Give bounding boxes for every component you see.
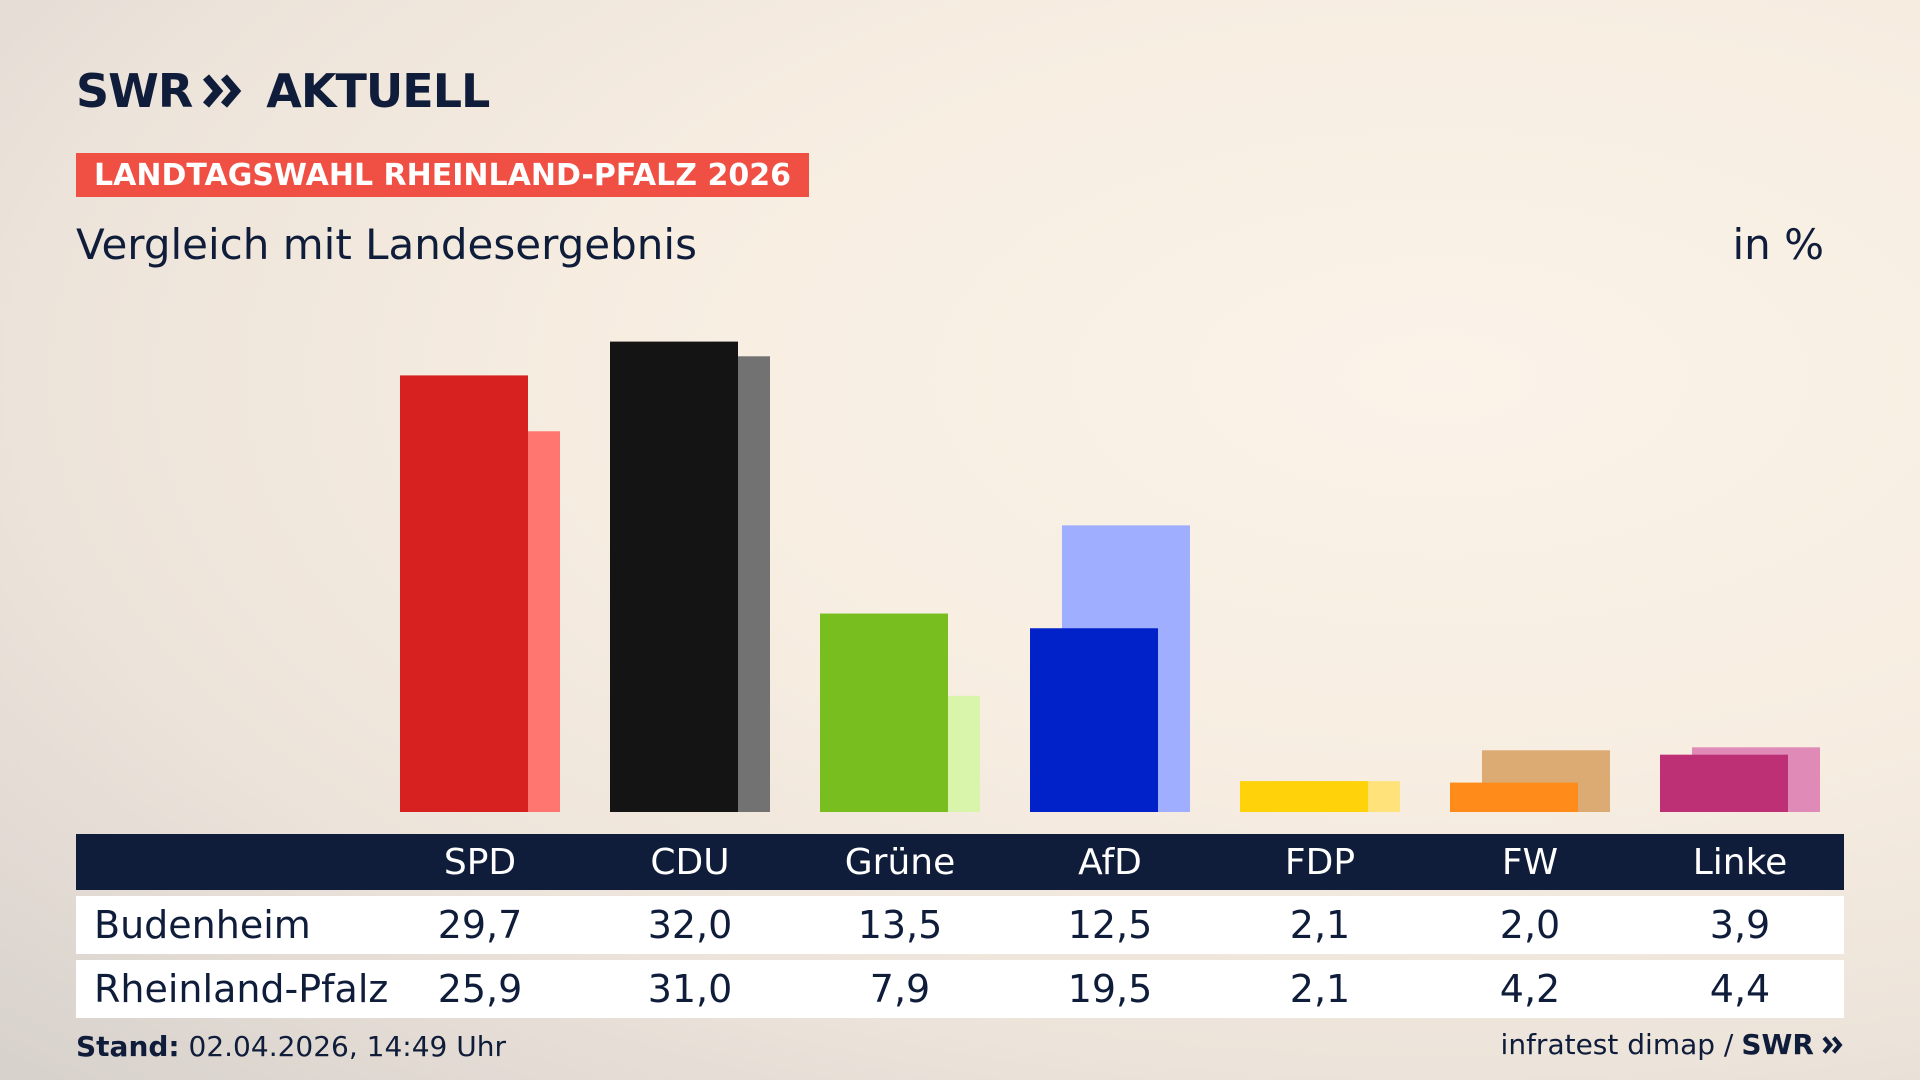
swr-aktuell-logo: SWR AKTUELL [76,64,490,118]
bar-chart [400,341,1820,812]
double-chevron-icon [1822,1035,1843,1054]
column-header-fdp: FDP [1284,841,1356,883]
table-row-rheinland-pfalz: Rheinland-Pfalz 25,9 31,0 7,9 19,5 2,1 4,2 4,4 [76,960,1844,1018]
column-header-linke: Linke [1692,841,1788,883]
table-cell-afd: 12,5 [1067,903,1153,947]
table-cell-grüne: 13,5 [857,903,943,947]
table-cell-spd: 29,7 [437,903,523,947]
source-brand: SWR [1741,1028,1814,1061]
chart-subtitle: Vergleich mit Landesergebnis [76,220,697,269]
column-header-cdu: CDU [650,841,730,883]
table-cell-fw: 2,0 [1499,903,1561,947]
unit-label: in % [1732,220,1824,269]
table-row-budenheim: Budenheim 29,7 32,0 13,5 12,5 2,1 2,0 3,9 [76,896,1844,954]
table-cell-fdp: 2,1 [1289,967,1351,1011]
bar-budenheim-afd [1030,628,1158,812]
column-header-grüne: Grüne [844,841,956,883]
table-cell-afd: 19,5 [1067,967,1153,1011]
table-cell-fw: 4,2 [1499,967,1561,1011]
brand-text: SWR [76,64,193,118]
column-header-spd: SPD [443,841,517,883]
table-cell-fdp: 2,1 [1289,903,1351,947]
column-header-fw: FW [1501,841,1559,883]
table-header-row: SPD CDU Grüne AfD FDP FW Linke [76,834,1844,890]
source-text: infratest dimap / [1500,1028,1734,1061]
table-cell-linke: 4,4 [1709,967,1771,1011]
stand-label: Stand: [76,1030,180,1063]
table-cell-spd: 25,9 [437,967,523,1011]
double-chevron-icon [203,74,242,108]
bar-budenheim-linke [1660,754,1788,812]
table-cell-cdu: 32,0 [647,903,733,947]
election-badge: LANDTAGSWAHL RHEINLAND-PFALZ 2026 [76,153,809,197]
bar-budenheim-spd [400,375,528,812]
bar-budenheim-fw [1450,782,1578,812]
bar-budenheim-grüne [820,613,948,812]
column-header-afd: AfD [1078,841,1142,883]
brand-suffix-text: AKTUELL [266,64,490,118]
timestamp: Stand: 02.04.2026, 14:49 Uhr [76,1030,506,1063]
results-table: SPD CDU Grüne AfD FDP FW Linke Budenheim 29,7 3… [76,834,1844,1018]
row-label: Budenheim [94,903,311,947]
row-label: Rheinland-Pfalz [94,967,389,1011]
bar-budenheim-cdu [610,341,738,812]
source-credit: infratest dimap / SWR [1501,1028,1844,1061]
table-cell-grüne: 7,9 [869,967,931,1011]
stand-value: 02.04.2026, 14:49 Uhr [188,1030,506,1063]
table-cell-linke: 3,9 [1709,903,1771,947]
bar-budenheim-fdp [1240,781,1368,812]
table-cell-cdu: 31,0 [647,967,733,1011]
